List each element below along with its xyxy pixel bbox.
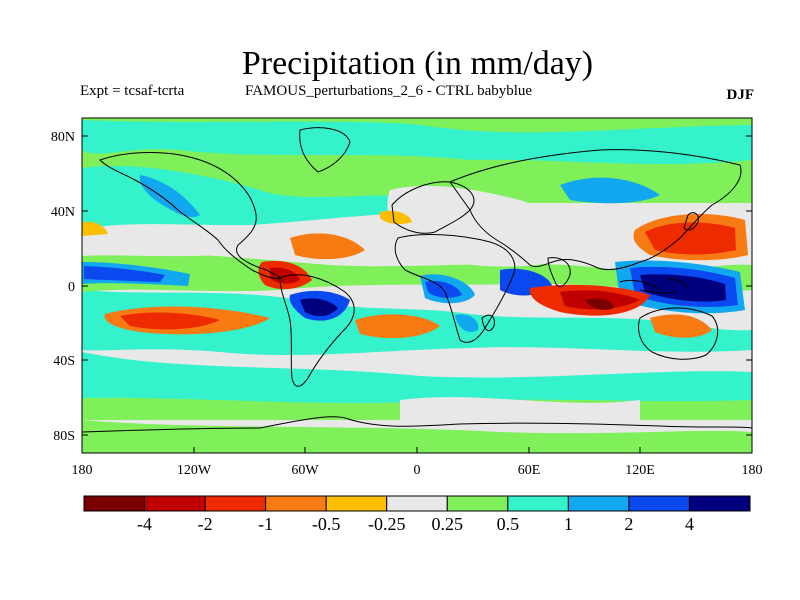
colorbar-swatch [507, 495, 569, 512]
colorbar-swatch [688, 495, 751, 512]
lat-tick-label: 40S [53, 354, 75, 369]
colorbar-label: 4 [685, 514, 694, 534]
japan-coast [683, 212, 699, 231]
lon-tick-marks [81, 447, 753, 453]
coastlines [82, 127, 752, 433]
south-atlantic-dry [355, 314, 440, 339]
mediterranean-dry [380, 210, 412, 225]
south-america-coast [279, 274, 355, 387]
colorbar-swatch [325, 495, 388, 512]
colorbar-label: -4 [137, 514, 152, 534]
lat-tick-label: 40N [51, 205, 75, 220]
north-pacific-neutral [82, 229, 220, 257]
colorbar-labels: -4 -2 -1 -0.5 -0.25 0.25 0.5 1 2 4 [137, 514, 694, 534]
caribbean-dry [290, 233, 365, 260]
siberia-wet [560, 177, 660, 204]
alaska-wet [139, 175, 200, 218]
lon-tick-label: 120E [625, 463, 655, 478]
antarctica-coast [82, 416, 752, 433]
australia-coast [638, 307, 719, 360]
indonesia-coast [619, 279, 689, 294]
lon-tick-label: 180 [72, 463, 93, 478]
madagascar-wet [455, 314, 479, 332]
equatorial-green [82, 252, 752, 292]
colorbar-label: 1 [564, 514, 573, 534]
lon-tick-label: 60E [518, 463, 541, 478]
colorbar-label: 0.5 [497, 514, 520, 534]
colorbar-label: 0.25 [432, 514, 464, 534]
lon-tick-label: 60W [291, 463, 319, 478]
colorbar-swatch [567, 495, 630, 512]
australia-dry [650, 314, 712, 338]
lat-tick-label: 0 [68, 280, 75, 295]
lon-tick-label: 180 [742, 463, 763, 478]
season-label: DJF [726, 87, 755, 103]
lon-tick-label: 0 [414, 463, 421, 478]
colorbar-label: 2 [624, 514, 633, 534]
colorbar-swatch [265, 495, 327, 512]
asia-coast [449, 149, 742, 271]
colorbar-swatch [204, 495, 267, 512]
experiment-label: Expt = tcsaf-tcrta [80, 83, 185, 99]
amazon-wet-core [300, 298, 338, 317]
colorbar-label: -2 [198, 514, 213, 534]
plot-title: Precipitation (in mm/day) [241, 45, 594, 82]
arctic-cyan [82, 120, 752, 165]
west-pacific-dry [82, 221, 108, 236]
central-pacific-wet-core [84, 266, 165, 282]
precipitation-field [82, 118, 752, 453]
colorbar-swatch [386, 495, 448, 512]
south-pacific-dry-core [120, 312, 220, 330]
lon-tick-labels: 180 120W 60W 0 60E 120E 180 [72, 463, 763, 478]
lat-tick-label: 80S [53, 429, 75, 444]
colorbar-label: -0.5 [312, 514, 341, 534]
north-atlantic-cyan [82, 166, 420, 230]
colorbar-swatch [144, 495, 206, 512]
japan-dry-core [645, 222, 736, 255]
lon-tick-label: 120W [177, 463, 212, 478]
subtitle: FAMOUS_perturbations_2_6 - CTRL babyblue [245, 83, 533, 99]
africa-coast [394, 234, 516, 343]
lat-tick-label: 80N [51, 130, 75, 145]
lat-tick-marks [82, 135, 752, 436]
south-america-north-dry-core [270, 267, 300, 284]
colorbar-swatch [83, 495, 146, 512]
southern-ocean-cyan [82, 352, 752, 403]
colorbar-swatch [446, 495, 509, 512]
colorbar-label: -1 [258, 514, 273, 534]
sahara-neutral [387, 185, 568, 267]
india-coast [547, 257, 571, 288]
southern-neutral [400, 397, 640, 427]
colorbar-label: -0.25 [368, 514, 406, 534]
greenland-coast [299, 127, 351, 173]
maritime-wet-core [640, 274, 726, 302]
indian-ocean-dry-extreme [585, 298, 614, 310]
lat-tick-labels: 80N 40N 0 40S 80S [51, 130, 75, 444]
colorbar [83, 495, 751, 512]
colorbar-swatch [628, 495, 690, 512]
north-america-coast [99, 152, 283, 279]
madagascar-coast [481, 314, 495, 332]
